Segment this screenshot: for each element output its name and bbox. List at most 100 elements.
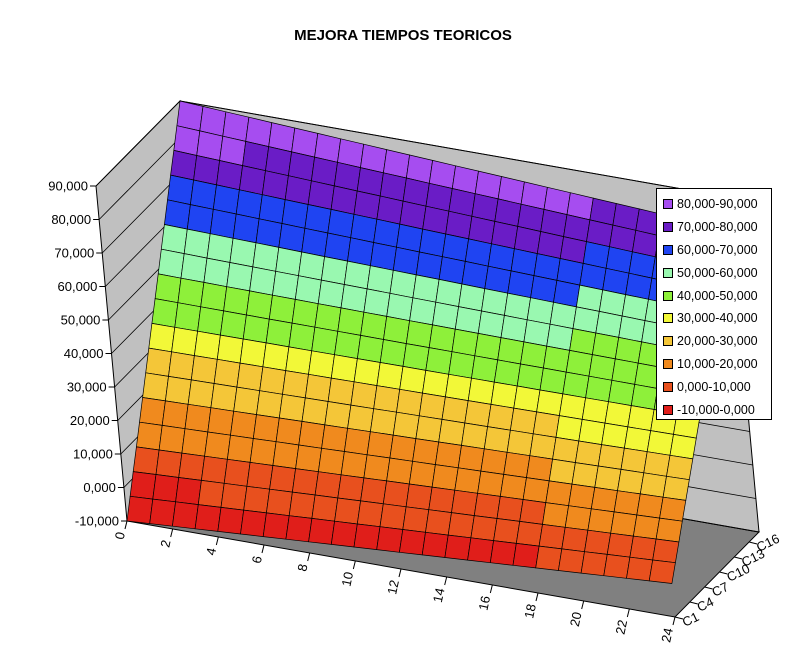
surface-cell — [272, 270, 299, 300]
legend-swatch — [663, 313, 673, 324]
surface-cell — [207, 407, 235, 436]
surface-cell — [226, 262, 254, 292]
surface-cell — [363, 288, 391, 317]
x-tick-mark — [215, 536, 219, 546]
surface-cell — [330, 520, 358, 548]
x-tick-label: 4 — [203, 546, 219, 556]
surface-cell — [360, 311, 388, 340]
surface-cell — [513, 385, 541, 413]
surface-cell — [633, 514, 660, 540]
surface-cell — [282, 370, 309, 399]
surface-cell — [571, 462, 599, 488]
surface-cell — [408, 460, 436, 488]
x-tick-mark — [398, 568, 402, 578]
surface-cell — [347, 237, 374, 267]
surface-cell — [308, 350, 335, 379]
surface-cell — [458, 283, 486, 312]
surface-cell — [170, 150, 198, 181]
chart-title: MEJORA TIEMPOS TEORICOS — [294, 27, 512, 44]
surface-cell — [515, 521, 543, 547]
surface-cell — [620, 447, 648, 474]
surface-cell — [425, 347, 453, 375]
surface-cell — [543, 345, 570, 373]
surface-cell — [438, 419, 466, 446]
surface-cell — [575, 440, 602, 467]
surface-cell — [186, 204, 214, 235]
x-tick-mark — [124, 520, 128, 530]
surface-cell — [213, 358, 241, 388]
surface-cell — [292, 468, 319, 496]
surface-cell — [542, 502, 569, 528]
y-tick-mark — [734, 556, 743, 560]
surface-cell — [461, 422, 488, 450]
y-tick-label: C1 — [680, 609, 702, 630]
surface-cell — [590, 487, 618, 513]
legend-item: 50,000-60,000 — [663, 261, 771, 284]
surface-cell — [425, 509, 452, 536]
x-tick-label: 16 — [476, 594, 494, 611]
z-tick-label: 70,000 — [54, 246, 94, 261]
surface-cell — [389, 434, 417, 462]
surface-cell — [405, 320, 433, 348]
surface-cell — [304, 204, 332, 234]
legend-item: -10,000-0,000 — [663, 398, 771, 421]
surface-cell — [136, 421, 163, 451]
x-tick-mark — [261, 544, 265, 554]
surface-cell — [259, 366, 287, 395]
surface-cell — [648, 559, 676, 584]
legend-item: 10,000-20,000 — [663, 353, 771, 376]
surface-cell — [340, 451, 368, 479]
legend-swatch — [663, 199, 673, 210]
x-tick-label: 6 — [249, 555, 265, 565]
surface-cell — [255, 218, 283, 248]
surface-cell — [376, 362, 404, 390]
surface-cell — [298, 251, 325, 281]
surface-cell — [636, 493, 664, 519]
surface-cell — [249, 266, 277, 296]
surface-cell — [212, 184, 240, 215]
z-tick-label: 80,000 — [51, 212, 91, 227]
z-tick-label: 20,000 — [70, 413, 110, 428]
surface-cell — [561, 526, 589, 553]
surface-cell — [373, 385, 401, 413]
surface-cell — [415, 415, 443, 443]
surface-cell — [344, 427, 371, 456]
surface-cell — [510, 407, 537, 435]
legend-label: 10,000-20,000 — [677, 356, 758, 371]
surface-cell — [471, 355, 499, 383]
surface-cell — [151, 298, 179, 328]
legend-label: -10,000-0,000 — [677, 402, 755, 417]
surface-cell — [610, 511, 638, 537]
surface-cell — [227, 434, 254, 463]
surface-cell — [174, 302, 202, 332]
x-tick-mark — [307, 552, 311, 562]
surface-cell — [235, 189, 263, 220]
y-tick-label: C7 — [709, 579, 731, 600]
surface-cell — [467, 377, 495, 405]
surface-cell — [275, 247, 303, 277]
surface-cell — [152, 474, 180, 503]
surface-cell — [327, 377, 355, 406]
surface-cell — [493, 518, 521, 544]
surface-cell — [630, 384, 658, 410]
legend-swatch — [663, 336, 673, 347]
surface-cell — [145, 347, 172, 377]
y-tick-mark — [689, 601, 698, 605]
z-tick-label: 10,000 — [73, 447, 113, 462]
surface-cell — [435, 441, 462, 469]
surface-cell — [613, 490, 641, 516]
surface-cell — [337, 307, 365, 336]
surface-cell — [190, 355, 218, 384]
surface-cell — [487, 404, 515, 431]
legend-item: 60,000-70,000 — [663, 239, 771, 262]
surface-cell — [252, 414, 280, 443]
surface-cell — [481, 288, 509, 316]
surface-cell — [379, 339, 407, 367]
surface-cell — [587, 508, 615, 534]
surface-cell — [539, 367, 567, 395]
surface-cell — [204, 431, 231, 460]
surface-cell — [233, 386, 261, 415]
x-tick-mark — [535, 592, 539, 602]
surface-cell — [499, 474, 527, 500]
